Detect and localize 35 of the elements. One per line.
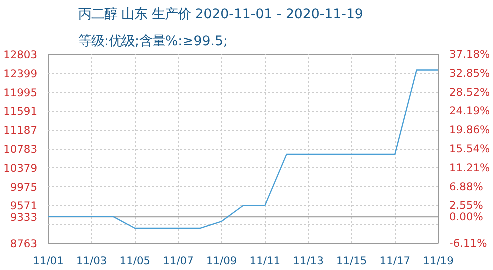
y-tick-label: 12399 <box>4 67 38 80</box>
y-tick-label: 10379 <box>4 162 38 175</box>
y2-tick-label: 6.88% <box>450 180 484 194</box>
x-tick-label: 11/17 <box>380 254 411 268</box>
y2-tick-label: -6.11% <box>450 237 488 250</box>
chart-title: 丙二醇 山东 生产价 2020-11-01 - 2020-11-19 <box>78 8 364 22</box>
y2-tick-label: 24.19% <box>450 104 490 118</box>
x-tick-label: 11/01 <box>33 254 64 268</box>
y-tick-label: 11591 <box>4 105 38 118</box>
x-tick-label: 11/05 <box>120 254 151 268</box>
x-tick-label: 11/11 <box>250 254 281 268</box>
y-tick-label: 12803 <box>4 48 38 62</box>
y-tick-label: 11995 <box>4 86 38 100</box>
y-tick-label: 9571 <box>10 200 38 213</box>
y2-tick-label: 11.21% <box>450 161 490 174</box>
y2-tick-label: 32.85% <box>450 66 490 80</box>
y-tick-label: 10783 <box>4 143 38 156</box>
y-tick-label: 9333 <box>10 210 38 224</box>
x-tick-label: 11/03 <box>76 254 108 268</box>
x-tick-label: 11/13 <box>293 254 324 268</box>
y-tick-label: 9975 <box>10 180 38 194</box>
y2-tick-label: 28.52% <box>450 86 490 99</box>
y2-tick-label: 19.86% <box>450 124 490 137</box>
line-series <box>48 70 438 230</box>
x-tick-label: 11/19 <box>423 254 454 268</box>
x-tick-label: 11/15 <box>336 254 368 268</box>
y-tick-label: 11187 <box>4 124 38 138</box>
y-tick-label: 8763 <box>10 238 38 250</box>
chart-subtitle: 等级:优级;含量%:≥99.5; <box>78 34 228 50</box>
y2-tick-label: 15.54% <box>450 142 490 156</box>
x-tick-label: 11/09 <box>206 254 238 268</box>
x-tick-label: 11/07 <box>163 254 194 268</box>
y2-tick-label: 2.55% <box>450 199 484 212</box>
y2-tick-label: 37.18% <box>450 48 490 61</box>
y2-tick-label: 0.00% <box>450 210 484 224</box>
